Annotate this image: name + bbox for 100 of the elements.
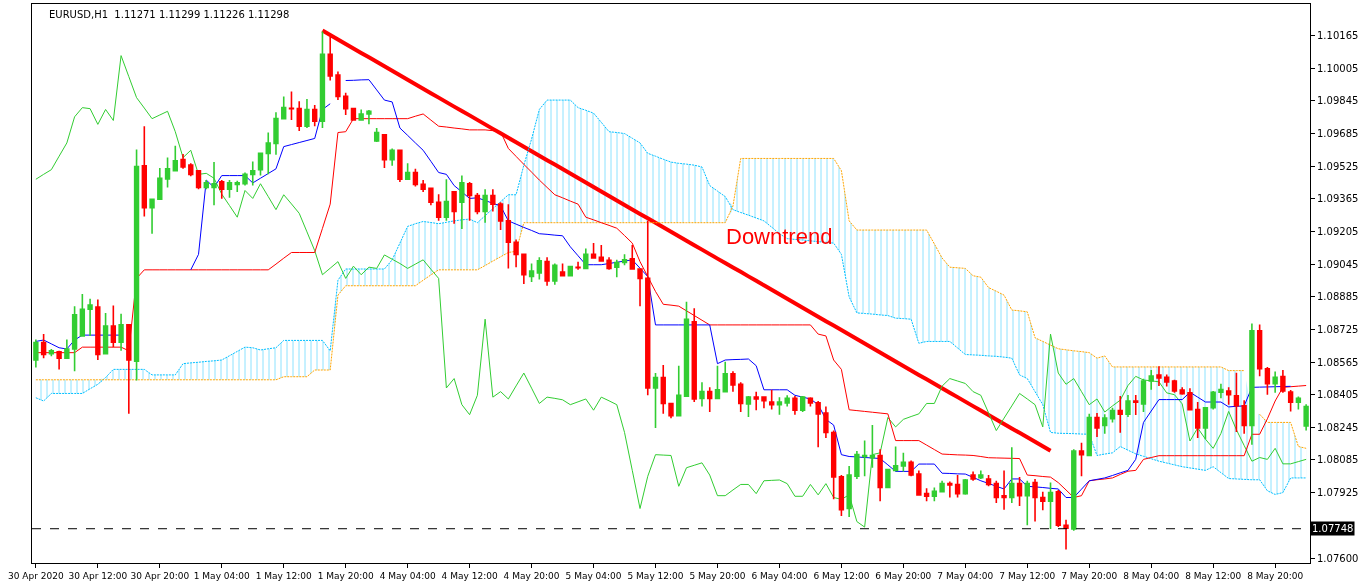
candlestick [172,144,178,172]
candlestick [466,181,473,222]
candlestick [1218,382,1224,399]
candlestick [281,95,287,120]
candlestick [1249,322,1255,446]
candlestick [1063,518,1069,551]
candlestick [521,252,527,285]
candlestick [544,256,550,287]
candlestick [583,247,589,270]
candlestick [87,298,93,337]
candlestick [490,188,496,213]
x-tick-label: 30 Apr 20:00 [130,570,190,581]
ref-line-label: 1.07748 [1312,523,1354,534]
candlestick [1109,406,1116,424]
candlestick [838,474,845,517]
candlestick [939,479,945,494]
candlestick [381,133,388,169]
candlestick [459,174,465,230]
candlestick [56,350,62,371]
y-tick-label: 1.09845 [1317,95,1359,107]
candlestick [312,104,318,127]
candlestick [404,162,411,181]
candlestick [428,186,434,206]
candlestick [296,100,302,132]
candlestick [1210,390,1216,411]
candlestick [1171,378,1178,394]
candlestick [536,256,543,281]
x-tick-label: 30 Apr 2020 [8,570,64,581]
y-tick-label: 1.08885 [1317,291,1359,303]
candlestick [691,307,697,403]
candlestick [40,333,47,359]
candlestick [722,361,728,393]
candlestick [250,160,256,187]
candlestick [830,429,837,501]
candlestick [1287,389,1294,413]
candlestick [606,256,612,271]
candlestick [947,480,953,499]
candlestick [738,381,744,413]
candlestick [699,381,705,408]
candlestick [652,372,659,429]
candlestick [234,179,240,193]
candlestick [226,179,233,199]
candlestick [497,201,504,231]
candlestick [1164,373,1170,388]
candlestick [776,396,783,416]
candlestick [219,179,225,200]
y-tick-label: 1.08725 [1317,323,1359,335]
candlestick [188,162,194,177]
candlestick [195,169,202,191]
candlestick [95,298,101,361]
candlestick [180,153,186,170]
candlestick [133,148,140,382]
candlestick [1272,370,1278,394]
candlestick [784,394,790,408]
candlestick [978,469,984,479]
candlestick [629,244,635,270]
y-tick-label: 1.09205 [1317,225,1359,237]
candlestick [1102,413,1108,435]
x-tick-label: 8 May 20:00 [1247,570,1304,581]
x-tick-label: 30 Apr 12:00 [68,570,128,581]
candlestick [1055,489,1061,528]
candlestick [621,253,628,267]
x-tick-label: 8 May 12:00 [1185,570,1242,581]
candlestick [443,178,450,222]
candlestick [707,386,713,413]
candlestick [164,156,171,189]
candlestick [1016,476,1023,507]
candlestick [1264,366,1271,396]
candlestick [203,179,209,191]
candlestick [389,147,395,167]
candlestick [1071,448,1077,532]
y-tick-label: 1.09525 [1317,160,1359,172]
candlestick [335,70,341,101]
candlestick [1133,394,1139,416]
candlestick [1047,481,1054,530]
candlestick [1179,386,1185,396]
y-tick-label: 1.09685 [1317,128,1359,140]
candlestick [1225,386,1232,406]
candlestick [33,338,39,369]
candlestick [451,190,457,225]
candlestick [768,388,775,411]
candlestick [552,262,558,286]
candlestick [211,161,217,206]
candlestick [761,396,767,410]
candlestick [877,448,883,502]
y-tick-label: 1.08245 [1317,421,1359,433]
y-tick-label: 1.08085 [1317,454,1359,466]
candlestick [993,479,1000,504]
candlestick [149,198,155,235]
candlestick [64,338,70,360]
candlestick [157,167,163,201]
candlestick [954,474,961,499]
candlestick [854,450,860,480]
candlestick [923,487,930,502]
candlestick [118,312,124,352]
x-tick-label: 5 May 20:00 [689,570,746,581]
candlestick [358,108,364,122]
y-tick-label: 1.10165 [1317,30,1359,42]
candlestick [141,125,148,218]
candlestick [505,203,512,270]
